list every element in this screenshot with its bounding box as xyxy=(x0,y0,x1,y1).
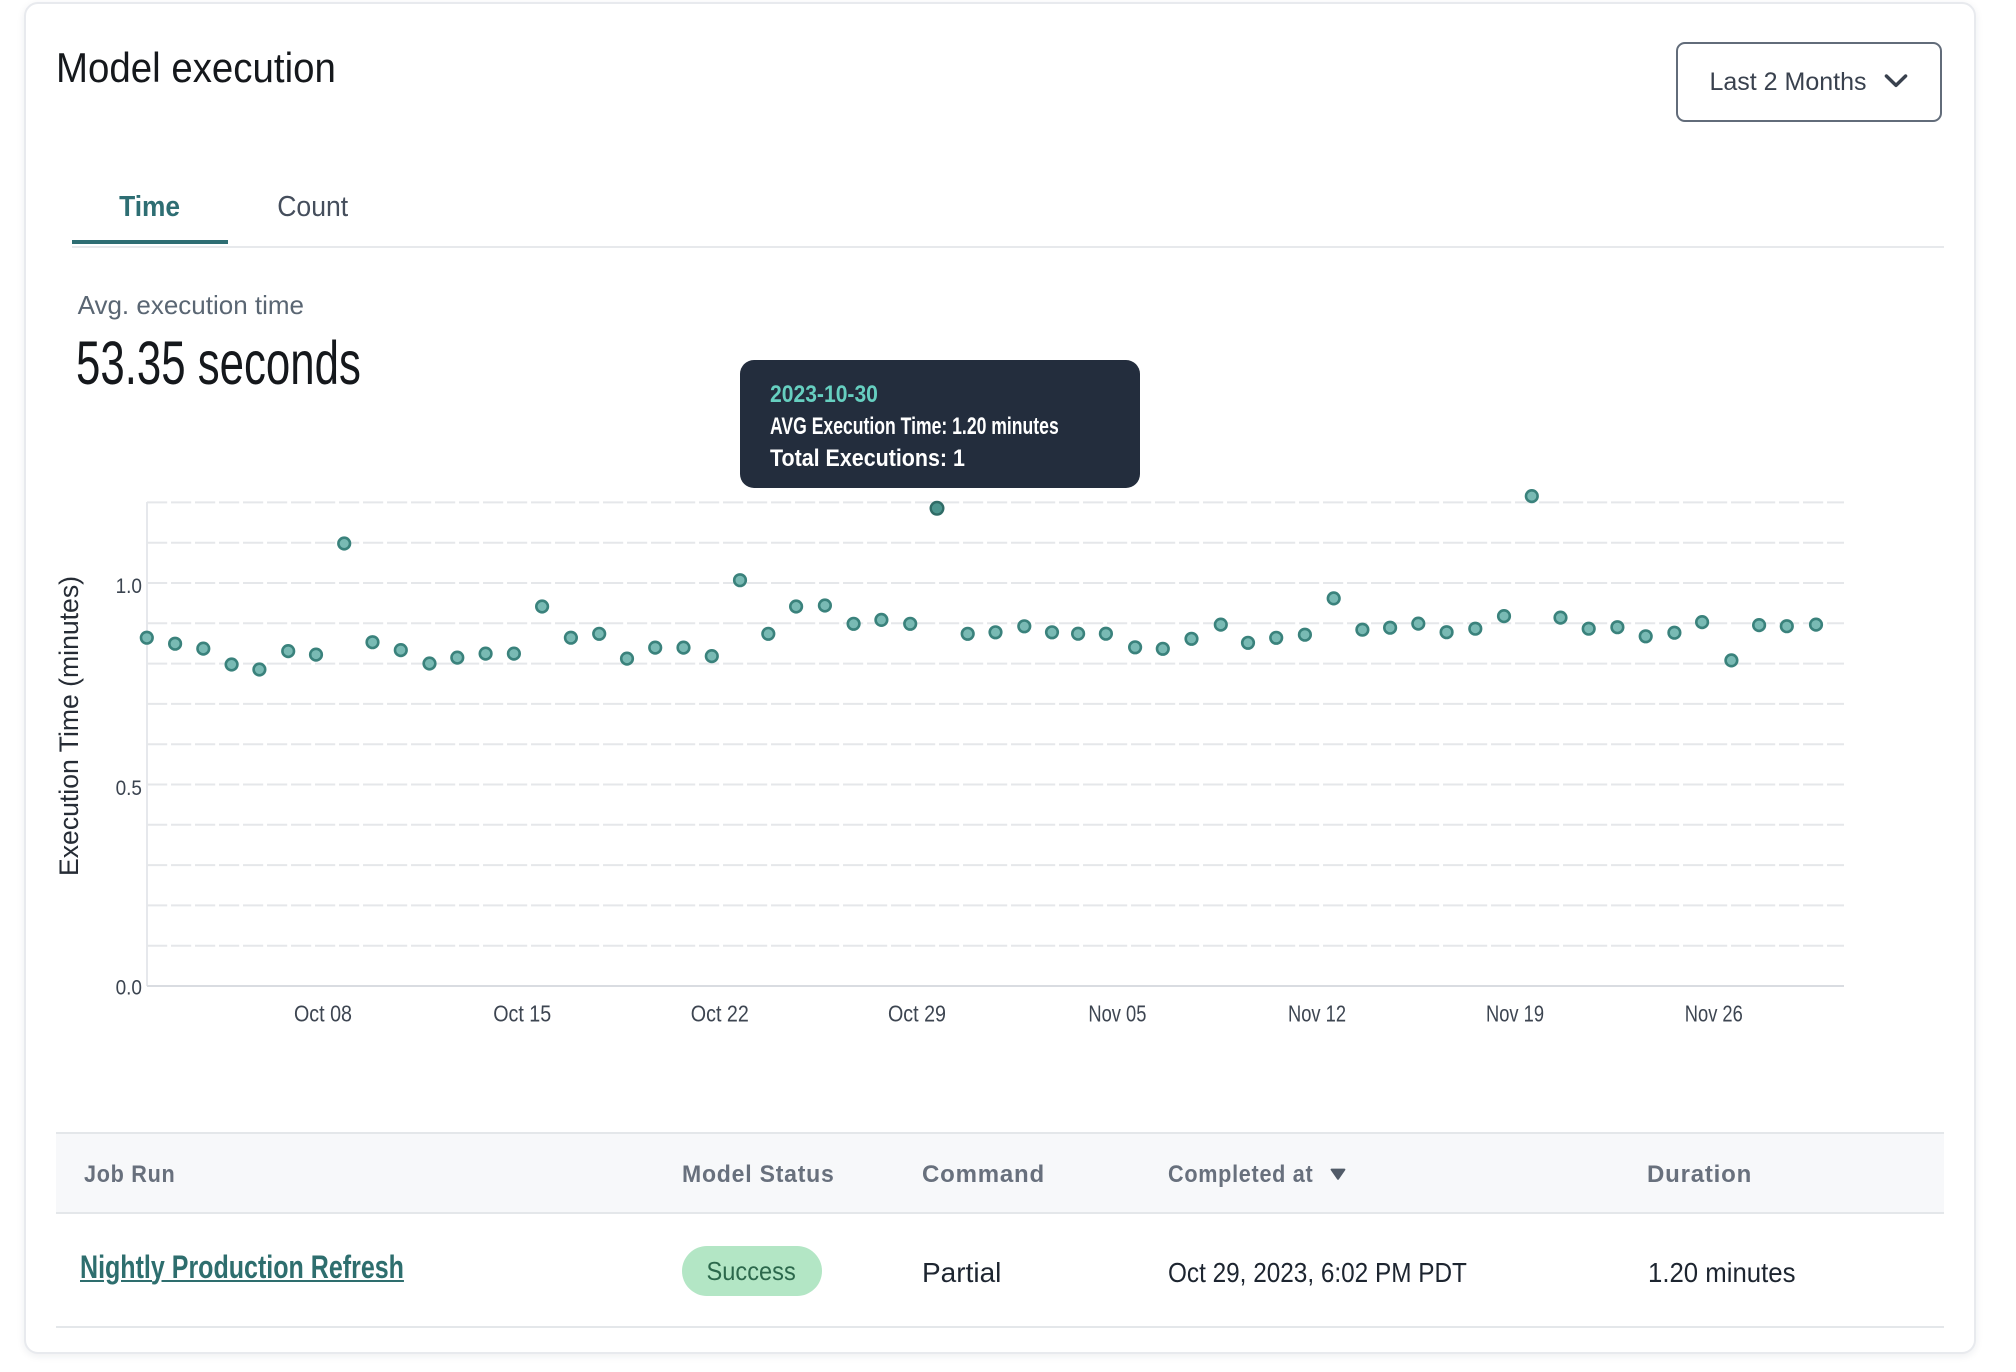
svg-text:Oct 15: Oct 15 xyxy=(493,1000,551,1026)
svg-text:0.5: 0.5 xyxy=(116,777,142,800)
svg-text:0.0: 0.0 xyxy=(116,977,142,1000)
svg-text:Oct 22: Oct 22 xyxy=(691,1000,749,1026)
svg-text:Nov 12: Nov 12 xyxy=(1288,1000,1346,1026)
svg-text:Nov 19: Nov 19 xyxy=(1486,1000,1544,1026)
svg-text:Oct 08: Oct 08 xyxy=(294,1000,352,1026)
svg-text:Nov 05: Nov 05 xyxy=(1088,1000,1146,1026)
svg-text:Nov 26: Nov 26 xyxy=(1685,1000,1743,1026)
svg-text:Execution Time (minutes): Execution Time (minutes) xyxy=(54,576,84,876)
svg-text:Oct 29: Oct 29 xyxy=(888,1000,946,1026)
svg-text:1.0: 1.0 xyxy=(116,575,142,598)
